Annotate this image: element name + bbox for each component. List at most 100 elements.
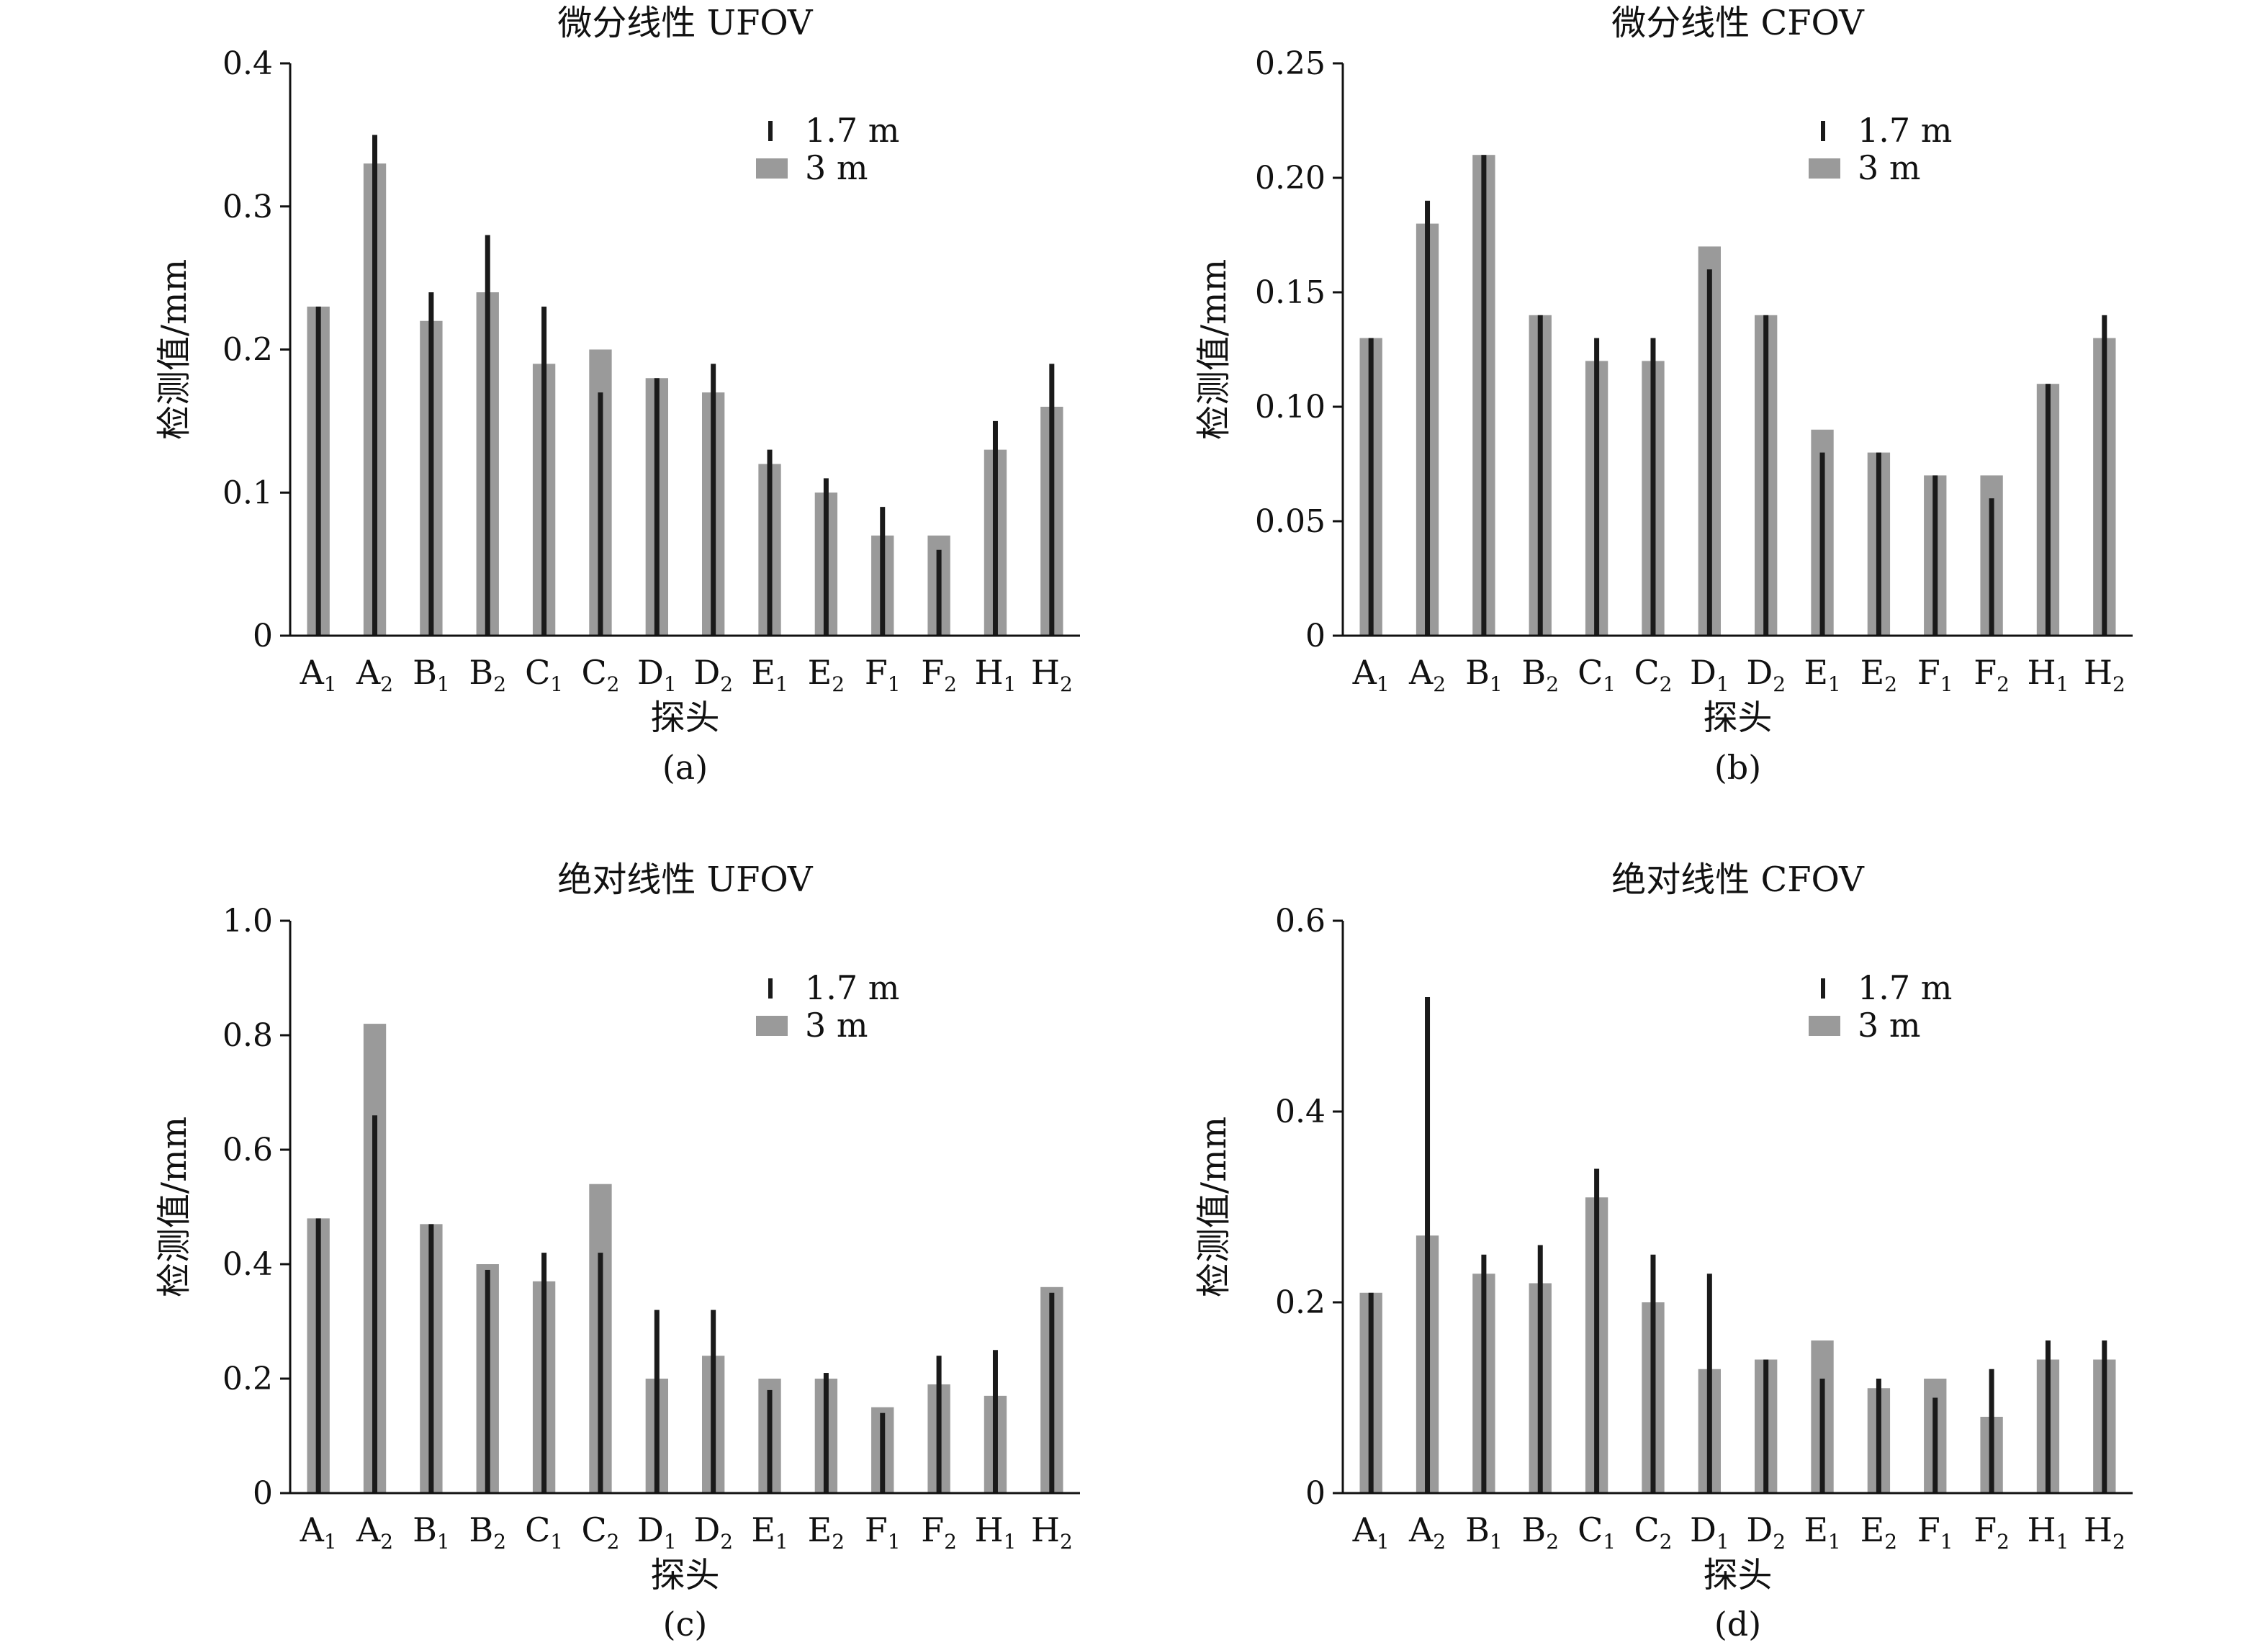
x-tick-label: H2 xyxy=(1031,1510,1073,1554)
line-1.7m-H2 xyxy=(2102,1340,2107,1493)
line-1.7m-F1 xyxy=(1932,1397,1938,1493)
x-tick-label: D2 xyxy=(1746,653,1786,696)
x-tick-label: D2 xyxy=(1746,1510,1786,1554)
x-tick-label: A1 xyxy=(300,1510,337,1554)
y-tick-label: 0.8 xyxy=(222,1017,273,1054)
y-tick-label: 0.2 xyxy=(222,1361,273,1397)
x-tick-label: E2 xyxy=(808,1510,845,1554)
x-tick-label: B1 xyxy=(1465,1510,1503,1554)
x-tick-label: A2 xyxy=(1408,653,1446,696)
x-tick-label: D1 xyxy=(1690,653,1729,696)
x-tick-label: E1 xyxy=(1804,1510,1840,1554)
line-1.7m-E1 xyxy=(1819,452,1825,636)
x-tick-label: C2 xyxy=(581,1510,619,1554)
legend: 1.7 m3 m xyxy=(756,111,899,187)
line-1.7m-E1 xyxy=(1819,1379,1825,1493)
line-1.7m-E1 xyxy=(767,1389,773,1493)
line-1.7m-C1 xyxy=(1594,1168,1600,1493)
x-tick-label: A1 xyxy=(1352,1510,1390,1554)
x-tick-label: F2 xyxy=(921,1510,957,1554)
legend-swatch-3m xyxy=(1809,158,1840,179)
x-tick-label: F2 xyxy=(1974,1510,2010,1554)
line-1.7m-C1 xyxy=(541,306,547,636)
line-1.7m-D1 xyxy=(654,1310,660,1493)
legend-label-3m: 3 m xyxy=(805,1006,868,1045)
line-1.7m-H2 xyxy=(1049,1292,1055,1493)
x-tick-label: B2 xyxy=(469,653,506,696)
line-1.7m-B1 xyxy=(1481,1254,1487,1493)
chart-title: 微分线性 CFOV xyxy=(1611,3,1865,43)
y-tick-label: 0.4 xyxy=(222,45,273,82)
line-1.7m-H2 xyxy=(1049,364,1055,636)
x-tick-label: H1 xyxy=(2027,653,2069,696)
legend-label-3m: 3 m xyxy=(1858,148,1921,187)
y-axis-label: 检测值/mm xyxy=(1194,259,1234,440)
x-tick-label: E1 xyxy=(751,1510,788,1554)
y-tick-label: 0.10 xyxy=(1255,389,1326,425)
line-1.7m-A2 xyxy=(1425,200,1431,636)
y-tick-label: 0.6 xyxy=(222,1132,273,1168)
chart-panel-3: 绝对线性 UFOV 0 0.2 0.4 0.6 0.8 1.0 A1 A2 B1 B2 C1 C2 D1 D… xyxy=(154,860,1080,1644)
line-1.7m-B2 xyxy=(1537,1245,1543,1493)
legend-swatch-3m xyxy=(756,1016,788,1036)
x-tick-label: C2 xyxy=(1634,653,1672,696)
line-1.7m-C2 xyxy=(1650,338,1656,636)
x-tick-label: C2 xyxy=(581,653,619,696)
x-tick-label: F1 xyxy=(865,653,901,696)
line-1.7m-F1 xyxy=(880,507,886,636)
line-1.7m-D1 xyxy=(1706,269,1712,636)
x-tick-label: E1 xyxy=(1804,653,1840,696)
legend-swatch-3m xyxy=(1809,1016,1840,1036)
y-axis-label: 检测值/mm xyxy=(1194,1117,1234,1297)
x-tick-label: H1 xyxy=(974,1510,1016,1554)
line-1.7m-B2 xyxy=(485,1269,490,1493)
x-tick-label: C1 xyxy=(1578,1510,1616,1554)
x-tick-label: F1 xyxy=(1917,1510,1953,1554)
chart-panel-4: 绝对线性 CFOV 0 0.2 0.4 0.6 A1 A2 B1 B2 C1 C2 D1 D2 E1 E2 F… xyxy=(1194,860,2133,1644)
line-1.7m-E2 xyxy=(1876,452,1881,636)
legend-swatch-1.7m xyxy=(768,121,773,141)
x-tick-label: D2 xyxy=(693,1510,733,1554)
line-1.7m-H1 xyxy=(2045,1340,2051,1493)
legend-swatch-1.7m xyxy=(1821,121,1825,141)
x-tick-label: A2 xyxy=(356,653,393,696)
x-tick-label: H2 xyxy=(1031,653,1073,696)
x-tick-label: E2 xyxy=(1860,1510,1897,1554)
y-tick-label: 0.15 xyxy=(1255,274,1326,311)
chart-panel-2: 微分线性 CFOV 0 0.05 0.10 0.15 0.20 0.25 A1 A2 B1 B2 C1… xyxy=(1194,3,2133,787)
line-1.7m-F1 xyxy=(1932,475,1938,636)
legend-label-1.7m: 1.7 m xyxy=(805,968,899,1007)
line-1.7m-H1 xyxy=(2045,384,2051,636)
x-tick-label: D1 xyxy=(1690,1510,1729,1554)
y-tick-label: 0.1 xyxy=(222,474,273,511)
line-1.7m-B1 xyxy=(1481,155,1487,636)
line-1.7m-B2 xyxy=(485,235,490,636)
line-1.7m-A1 xyxy=(1368,338,1374,636)
legend-swatch-3m xyxy=(756,158,788,179)
legend-swatch-1.7m xyxy=(1821,978,1825,999)
legend-label-3m: 3 m xyxy=(1858,1006,1921,1045)
y-tick-label: 0.6 xyxy=(1275,903,1326,939)
x-tick-label: F1 xyxy=(865,1510,901,1554)
panel-caption: (c) xyxy=(663,1605,708,1644)
y-tick-label: 0.2 xyxy=(1275,1284,1326,1321)
x-tick-label: F1 xyxy=(1917,653,1953,696)
line-1.7m-A2 xyxy=(372,135,378,636)
x-tick-label: H2 xyxy=(2084,1510,2125,1554)
x-tick-label: C1 xyxy=(525,1510,563,1554)
legend-label-1.7m: 1.7 m xyxy=(1858,968,1952,1007)
x-tick-label: D2 xyxy=(693,653,733,696)
chart-title: 绝对线性 UFOV xyxy=(557,860,814,900)
chart-title: 微分线性 UFOV xyxy=(557,3,814,43)
line-1.7m-D1 xyxy=(1706,1274,1712,1493)
line-1.7m-C2 xyxy=(598,392,603,636)
x-tick-label: B2 xyxy=(469,1510,506,1554)
line-1.7m-D2 xyxy=(1763,1359,1769,1493)
legend-label-1.7m: 1.7 m xyxy=(805,111,899,150)
line-1.7m-D1 xyxy=(654,378,660,636)
y-tick-label: 0 xyxy=(1305,618,1326,654)
chart-panel-1: 微分线性 UFOV 0 0.1 0.2 0.3 0.4 A1 A2 B1 B2 C1 C2 D1 D2 E1… xyxy=(154,3,1080,787)
legend: 1.7 m3 m xyxy=(1809,111,1952,187)
line-1.7m-C1 xyxy=(541,1253,547,1493)
x-tick-label: C2 xyxy=(1634,1510,1672,1554)
